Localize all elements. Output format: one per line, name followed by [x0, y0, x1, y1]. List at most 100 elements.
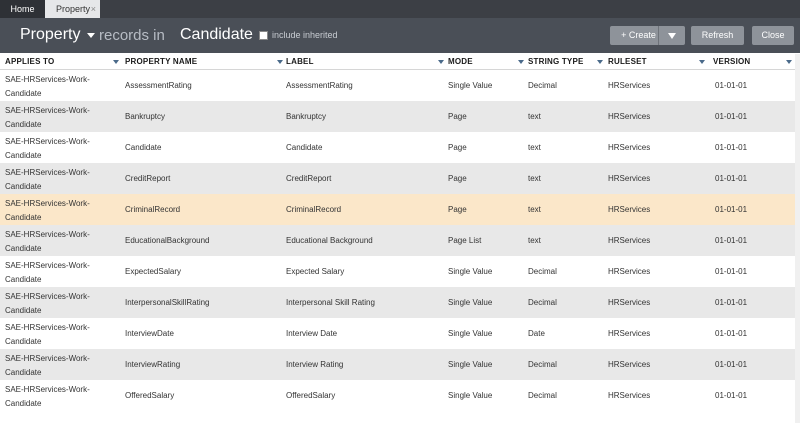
chevron-down-icon[interactable] — [87, 33, 95, 38]
sort-icon[interactable] — [438, 60, 444, 64]
property-name-cell[interactable]: EducationalBackground — [125, 236, 210, 245]
string-type-cell: Decimal — [528, 267, 557, 276]
version-cell: 01-01-01 — [715, 329, 748, 338]
applies-to-cell: SAE-HRServices-Work-Candidate — [5, 354, 90, 377]
column-header-version[interactable]: VERSION — [713, 57, 751, 66]
ruleset-cell: HRServices — [608, 112, 651, 121]
mode-cell: Page — [448, 174, 467, 183]
mode-cell: Page — [448, 205, 467, 214]
mode-cell: Single Value — [448, 81, 493, 90]
column-header-ruleset[interactable]: RULESET — [608, 57, 647, 66]
property-name-cell[interactable]: InterviewRating — [125, 360, 181, 369]
property-name-cell[interactable]: Bankruptcy — [125, 112, 166, 121]
version-cell: 01-01-01 — [715, 391, 748, 400]
ruleset-cell: HRServices — [608, 81, 651, 90]
applies-to-cell: SAE-HRServices-Work-Candidate — [5, 137, 90, 160]
mode-cell: Single Value — [448, 360, 493, 369]
string-type-cell: text — [528, 174, 541, 183]
label-cell: Educational Background — [286, 236, 373, 245]
rule-type-selector[interactable]: Property — [20, 26, 81, 43]
table-row[interactable]: SAE-HRServices-Work-Candidate InterviewD… — [0, 318, 800, 349]
property-name-cell[interactable]: CriminalRecord — [125, 205, 181, 214]
table-row[interactable]: SAE-HRServices-Work-Candidate CreditRepo… — [0, 163, 800, 194]
version-cell: 01-01-01 — [715, 298, 748, 307]
sort-icon[interactable] — [597, 60, 603, 64]
column-header-property-name[interactable]: PROPERTY NAME — [125, 57, 198, 66]
applies-to-cell: SAE-HRServices-Work-Candidate — [5, 168, 90, 191]
ruleset-cell: HRServices — [608, 205, 651, 214]
ruleset-cell: HRServices — [608, 360, 651, 369]
close-icon[interactable]: × — [90, 4, 96, 14]
property-name-cell[interactable]: ExpectedSalary — [125, 267, 182, 276]
tab-property[interactable]: Property × — [45, 0, 100, 18]
string-type-cell: text — [528, 143, 541, 152]
tab-bar: Home Property × — [0, 0, 800, 18]
string-type-cell: text — [528, 112, 541, 121]
column-header-label[interactable]: LABEL — [286, 57, 314, 66]
sort-icon[interactable] — [699, 60, 705, 64]
class-name: Candidate — [180, 26, 253, 43]
applies-to-cell: SAE-HRServices-Work-Candidate — [5, 292, 90, 315]
ruleset-cell: HRServices — [608, 329, 651, 338]
tab-property-label: Property — [56, 4, 91, 14]
applies-to-cell: SAE-HRServices-Work-Candidate — [5, 106, 90, 129]
property-name-cell[interactable]: CreditReport — [125, 174, 171, 183]
records-in-text: records in — [99, 27, 165, 44]
mode-cell: Page — [448, 143, 467, 152]
label-cell: CriminalRecord — [286, 205, 342, 214]
table-row[interactable]: SAE-HRServices-Work-Candidate InterviewR… — [0, 349, 800, 380]
create-dropdown-button[interactable] — [658, 26, 685, 45]
column-header-string-type[interactable]: STRING TYPE — [528, 57, 584, 66]
table-row[interactable]: SAE-HRServices-Work-Candidate ExpectedSa… — [0, 256, 800, 287]
table-row[interactable]: SAE-HRServices-Work-Candidate Educationa… — [0, 225, 800, 256]
table-row[interactable]: SAE-HRServices-Work-Candidate Assessment… — [0, 70, 800, 101]
sort-icon[interactable] — [786, 60, 792, 64]
table-row[interactable]: SAE-HRServices-Work-Candidate OfferedSal… — [0, 380, 800, 411]
table-header: APPLIES TO PROPERTY NAME LABEL MODE STRI… — [0, 54, 800, 70]
list-header: Property records in Candidate include in… — [0, 18, 800, 53]
refresh-button[interactable]: Refresh — [691, 26, 744, 45]
sort-icon[interactable] — [277, 60, 283, 64]
label-cell: Interview Date — [286, 329, 338, 338]
property-name-cell[interactable]: OfferedSalary — [125, 391, 175, 400]
sort-icon[interactable] — [518, 60, 524, 64]
version-cell: 01-01-01 — [715, 143, 748, 152]
tab-home[interactable]: Home — [0, 0, 45, 18]
close-button[interactable]: Close — [752, 26, 794, 45]
column-header-mode[interactable]: MODE — [448, 57, 473, 66]
include-inherited-label: include inherited — [272, 30, 338, 40]
mode-cell: Single Value — [448, 267, 493, 276]
version-cell: 01-01-01 — [715, 174, 748, 183]
table-row-selected[interactable]: SAE-HRServices-Work-Candidate CriminalRe… — [0, 194, 800, 225]
string-type-cell: Decimal — [528, 298, 557, 307]
applies-to-cell: SAE-HRServices-Work-Candidate — [5, 385, 90, 408]
vertical-scrollbar[interactable] — [795, 54, 800, 423]
applies-to-cell: SAE-HRServices-Work-Candidate — [5, 75, 90, 98]
version-cell: 01-01-01 — [715, 360, 748, 369]
create-button[interactable]: + Create — [610, 26, 667, 45]
table-row[interactable]: SAE-HRServices-Work-Candidate Candidate … — [0, 132, 800, 163]
property-name-cell[interactable]: AssessmentRating — [125, 81, 192, 90]
string-type-cell: Decimal — [528, 81, 557, 90]
version-cell: 01-01-01 — [715, 112, 748, 121]
include-inherited-checkbox[interactable] — [259, 31, 268, 40]
applies-to-cell: SAE-HRServices-Work-Candidate — [5, 230, 90, 253]
applies-to-cell: SAE-HRServices-Work-Candidate — [5, 199, 90, 222]
mode-cell: Page — [448, 112, 467, 121]
column-header-applies-to[interactable]: APPLIES TO — [5, 57, 55, 66]
ruleset-cell: HRServices — [608, 174, 651, 183]
sort-icon[interactable] — [113, 60, 119, 64]
mode-cell: Single Value — [448, 298, 493, 307]
property-name-cell[interactable]: InterpersonalSkillRating — [125, 298, 210, 307]
label-cell: Expected Salary — [286, 267, 345, 276]
string-type-cell: text — [528, 205, 541, 214]
label-cell: Bankruptcy — [286, 112, 327, 121]
property-name-cell[interactable]: InterviewDate — [125, 329, 174, 338]
chevron-down-icon — [668, 33, 676, 39]
table-row[interactable]: SAE-HRServices-Work-Candidate Bankruptcy… — [0, 101, 800, 132]
label-cell: Interview Rating — [286, 360, 344, 369]
property-name-cell[interactable]: Candidate — [125, 143, 162, 152]
version-cell: 01-01-01 — [715, 267, 748, 276]
version-cell: 01-01-01 — [715, 81, 748, 90]
table-row[interactable]: SAE-HRServices-Work-Candidate Interperso… — [0, 287, 800, 318]
